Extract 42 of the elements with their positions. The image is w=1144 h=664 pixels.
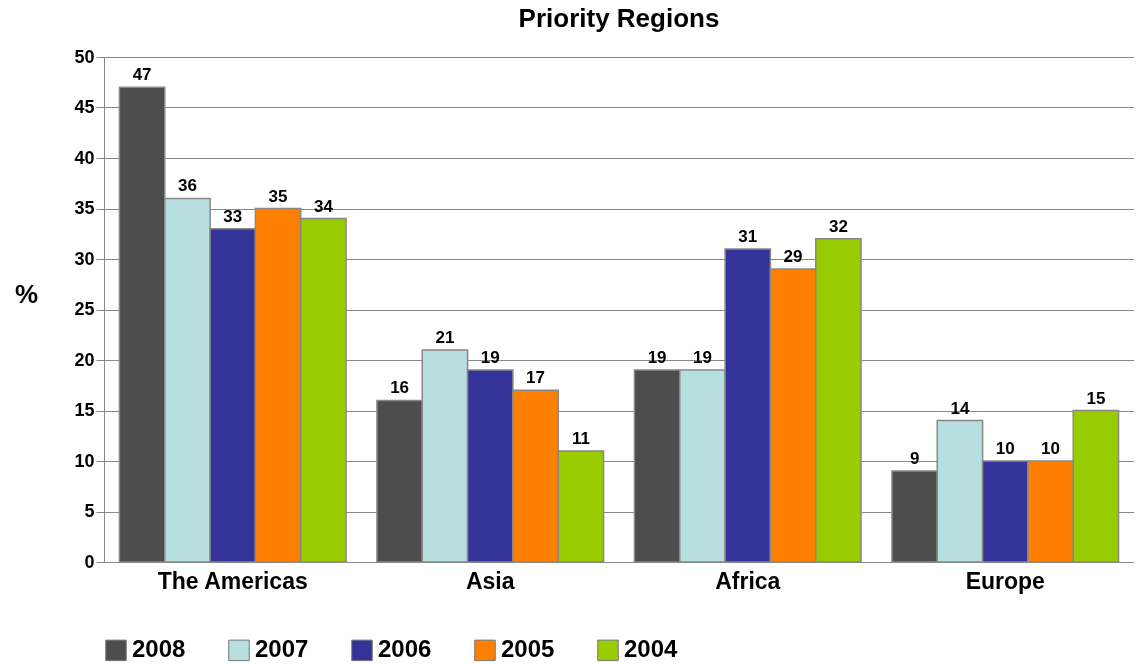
y-tick-label: 15 — [74, 400, 95, 420]
data-label: 19 — [692, 348, 712, 368]
data-label: 19 — [647, 348, 667, 368]
data-label: 10 — [995, 439, 1015, 458]
data-label: 47 — [132, 65, 152, 85]
y-tick-label: 40 — [74, 147, 95, 168]
y-tick-label: 20 — [74, 349, 95, 370]
legend-label: 2004 — [624, 635, 679, 663]
data-label: 36 — [177, 176, 197, 196]
y-tick-label: 35 — [74, 198, 95, 218]
y-tick-label: 45 — [74, 97, 95, 117]
data-label: 34 — [313, 196, 334, 216]
data-label: 19 — [480, 348, 500, 368]
y-axis-title: % — [14, 278, 39, 309]
x-tick-label: Asia — [465, 567, 515, 594]
data-label: 14 — [950, 398, 970, 418]
data-label: 17 — [526, 368, 546, 388]
data-label: 32 — [828, 216, 848, 236]
legend-label: 2008 — [132, 635, 186, 663]
data-label: 16 — [390, 378, 410, 398]
y-tick-label: 0 — [84, 551, 95, 572]
data-label: 31 — [738, 226, 758, 246]
y-tick-label: 30 — [74, 248, 95, 269]
data-label: 10 — [1041, 439, 1061, 458]
data-label: 35 — [268, 186, 288, 206]
legend-label: 2005 — [501, 635, 555, 663]
legend-label: 2006 — [378, 635, 432, 663]
y-tick-label: 10 — [74, 450, 95, 471]
data-label: 11 — [571, 428, 590, 448]
x-tick-label: Europe — [965, 567, 1045, 594]
data-label: 15 — [1086, 388, 1106, 408]
x-tick-label: The Americas — [157, 567, 308, 594]
data-label: 29 — [783, 247, 803, 267]
data-label: 33 — [223, 206, 243, 226]
chart-title: Priority Regions — [518, 3, 720, 33]
y-tick-label: 50 — [74, 46, 95, 67]
x-tick-label: Africa — [715, 567, 781, 594]
y-tick-label: 5 — [84, 501, 95, 521]
y-tick-label: 25 — [74, 299, 95, 319]
legend-label: 2007 — [255, 635, 309, 663]
data-label: 9 — [909, 449, 920, 469]
data-label: 21 — [435, 327, 455, 347]
